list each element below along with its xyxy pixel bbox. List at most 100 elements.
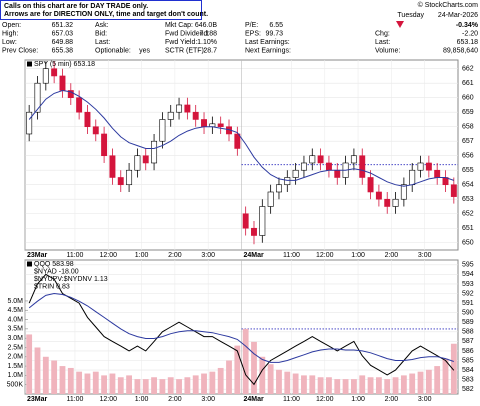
stat-value: 651.32: [52, 22, 74, 29]
candle-body: [309, 155, 316, 164]
stat-label: EPS:: [245, 30, 261, 37]
volume-bar: [434, 366, 441, 394]
y-tick-label: 588: [462, 329, 474, 336]
volume-bar: [117, 377, 124, 394]
legend-text: SPY (5 min) 653.18: [34, 61, 95, 68]
volume-bar: [51, 360, 58, 394]
stat-label: Fwd Dividend:: [165, 30, 209, 37]
day: Tuesday: [397, 12, 424, 19]
volume-bar: [201, 373, 207, 394]
candle-body: [317, 155, 324, 164]
volume-bar: [142, 379, 149, 394]
x-tick-label: 2:00: [385, 252, 399, 259]
y-tick-label: 653: [462, 196, 474, 203]
y-tick-label: 1.0M: [7, 372, 23, 379]
candle-body: [300, 162, 307, 171]
volume-bar: [184, 377, 191, 394]
y-tick-label: 656: [462, 153, 474, 160]
volume-bar: [292, 373, 299, 394]
stat-label: Next Earnings:: [245, 47, 291, 54]
candle-body: [184, 104, 191, 113]
stat-value: 6.55: [269, 22, 283, 29]
stat-label: High:: [2, 30, 18, 37]
stat-value: 649.88: [52, 39, 74, 46]
volume-bar: [167, 377, 174, 394]
candle-body: [34, 82, 41, 113]
x-tick-label: 3:00: [201, 252, 215, 259]
volume-bar: [276, 369, 282, 394]
candle-body: [67, 90, 74, 99]
quote-label: Chg:: [375, 30, 390, 37]
volume-bar: [92, 371, 99, 394]
y-tick-label: 4.5M: [7, 307, 23, 314]
copyright: © StockCharts.com: [418, 1, 479, 9]
y-tick-label: 3.5M: [7, 326, 23, 333]
x-tick-label: 2:00: [168, 252, 182, 259]
y-tick-label: 655: [462, 167, 474, 174]
stat-value: 657.03: [52, 30, 74, 37]
candle-body: [59, 75, 66, 91]
volume-bar: [234, 345, 241, 394]
y-tick-label: 3.0M: [7, 335, 23, 342]
x-tick-label: 3:00: [418, 396, 432, 403]
candle-body: [159, 119, 166, 142]
x-tick-label: 24Mar: [244, 252, 265, 259]
candle-body: [142, 155, 149, 164]
volume-bar: [409, 373, 416, 394]
x-tick-label: 3:00: [201, 396, 215, 403]
volume-bar: [309, 375, 316, 394]
y-tick-label: 595: [462, 262, 474, 269]
candle-body: [259, 206, 266, 236]
volume-bar: [159, 379, 166, 394]
line-series: [28, 292, 454, 363]
legend-text: $TRIN 0.83: [34, 283, 70, 290]
down-arrow: [396, 21, 404, 28]
candle-body: [292, 169, 299, 178]
x-tick-label: 12:00: [316, 252, 334, 259]
x-tick-label: 1:00: [135, 252, 149, 259]
y-tick-label: 658: [462, 124, 474, 131]
y-tick-label: 5.0M: [7, 298, 23, 305]
volume-bar: [67, 367, 74, 394]
candle-body: [334, 169, 341, 178]
y-tick-label: 594: [462, 271, 474, 278]
y-tick-label: 2.0M: [7, 354, 23, 361]
candle-body: [42, 68, 49, 84]
candle-body: [267, 191, 274, 207]
candle-body: [359, 155, 366, 178]
candle-body: [392, 198, 399, 207]
stat-label: Prev Close:: [2, 47, 38, 54]
notice-text: Arrows are for DIRECTION ONLY, time and …: [4, 11, 208, 18]
volume-bar: [217, 367, 224, 394]
x-tick-label: 12:00: [316, 396, 334, 403]
x-tick-label: 11:00: [66, 396, 83, 403]
stat-label: Low:: [2, 39, 17, 46]
legend-text: QQQ 583.98: [34, 261, 74, 268]
y-tick-label: 657: [462, 138, 474, 145]
candle-body: [400, 184, 407, 200]
y-tick-label: 590: [462, 309, 474, 316]
y-tick-label: 500K: [7, 382, 24, 389]
stat-label: Bid:: [95, 30, 107, 37]
candle-body: [151, 140, 158, 164]
candle-body: [26, 111, 33, 135]
candle-body: [117, 177, 124, 186]
candle-body: [284, 177, 291, 186]
volume-bar: [417, 371, 424, 394]
candle-body: [201, 119, 207, 128]
date: 24-Mar-2026: [438, 12, 478, 19]
notice-box: [0, 0, 202, 20]
x-tick-label: 24Mar: [244, 396, 265, 403]
candle-body: [251, 227, 257, 236]
volume-bar: [151, 377, 157, 394]
volume-bar: [209, 371, 216, 394]
y-tick-label: 593: [462, 281, 474, 288]
stat-label: Mkt Cap:: [165, 22, 193, 29]
volume-bar: [34, 347, 41, 394]
volume-bar: [251, 341, 257, 394]
x-tick-label: 11:00: [66, 252, 83, 259]
notice-text: Calls on this chart are for DAY TRADE on…: [4, 3, 148, 10]
stat-label: SCTR (ETF):: [165, 47, 206, 54]
x-tick-label: 1:00: [135, 396, 149, 403]
